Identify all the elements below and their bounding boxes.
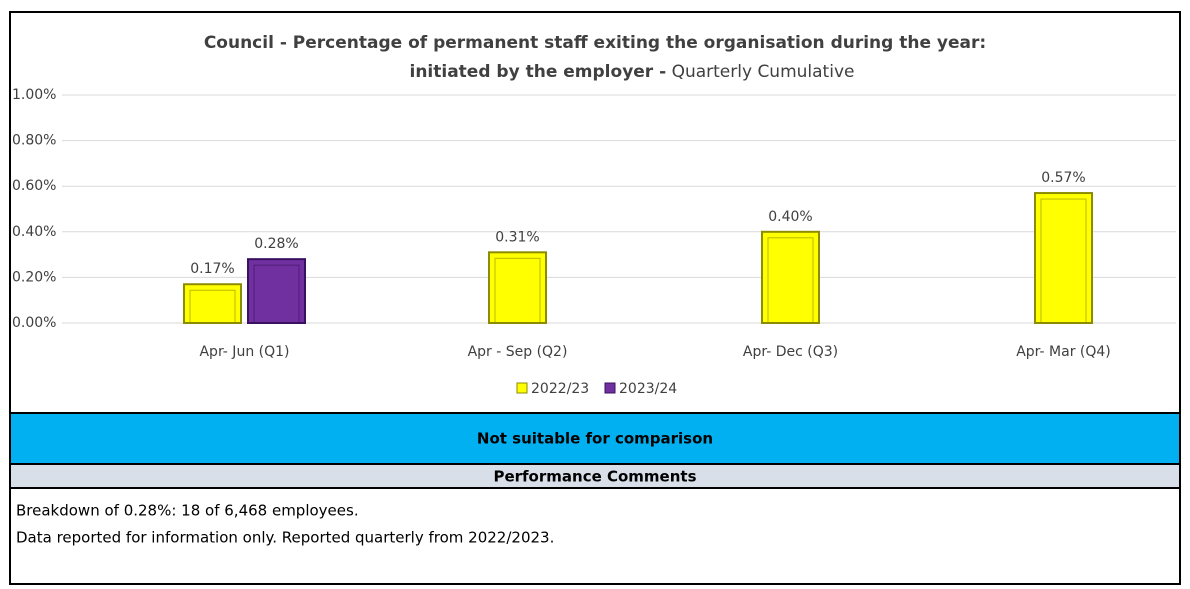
y-tick-label: 0.20% [12, 269, 56, 285]
y-tick-label: 1.00% [12, 87, 56, 103]
x-tick-label: Apr- Mar (Q4) [1016, 344, 1111, 360]
chart-title: Council - Percentage of permanent staff … [204, 33, 986, 53]
bar-bevel [189, 289, 236, 324]
data-label: 0.31% [495, 229, 539, 245]
y-tick-label: 0.80% [12, 133, 56, 149]
comment-line: Data reported for information only. Repo… [16, 529, 554, 547]
y-tick-label: 0.60% [12, 178, 56, 194]
legend-swatch [604, 382, 616, 394]
legend-swatch [516, 382, 528, 394]
bar [1034, 192, 1093, 324]
comments-heading: Performance Comments [493, 468, 696, 486]
bar-bevel [1040, 198, 1087, 324]
legend-label: 2023/24 [619, 381, 677, 397]
x-tick-label: Apr - Sep (Q2) [468, 344, 568, 360]
comment-line: Breakdown of 0.28%: 18 of 6,468 employee… [16, 502, 359, 520]
chart-title-line: initiated by the employer - Quarterly Cu… [410, 62, 855, 82]
bar [488, 251, 547, 325]
data-label: 0.28% [254, 236, 298, 252]
bar-bevel [767, 237, 814, 324]
data-label: 0.40% [768, 209, 812, 225]
bar [247, 258, 306, 325]
banner-box [9, 412, 1181, 465]
y-tick-label: 0.00% [12, 315, 56, 331]
chart-title: initiated by the employer - [410, 62, 667, 82]
chart-subtitle: Quarterly Cumulative [672, 62, 855, 82]
bar-bevel [494, 257, 541, 324]
y-tick-label: 0.40% [12, 224, 56, 240]
data-label: 0.57% [1041, 170, 1085, 186]
legend-label: 2022/23 [531, 381, 589, 397]
data-label: 0.17% [190, 261, 234, 277]
comments-header [9, 463, 1181, 489]
x-tick-label: Apr- Dec (Q3) [743, 344, 838, 360]
banner: Not suitable for comparison [477, 430, 713, 448]
x-tick-label: Apr- Jun (Q1) [199, 344, 289, 360]
bar [761, 230, 820, 324]
bar-bevel [253, 264, 300, 324]
